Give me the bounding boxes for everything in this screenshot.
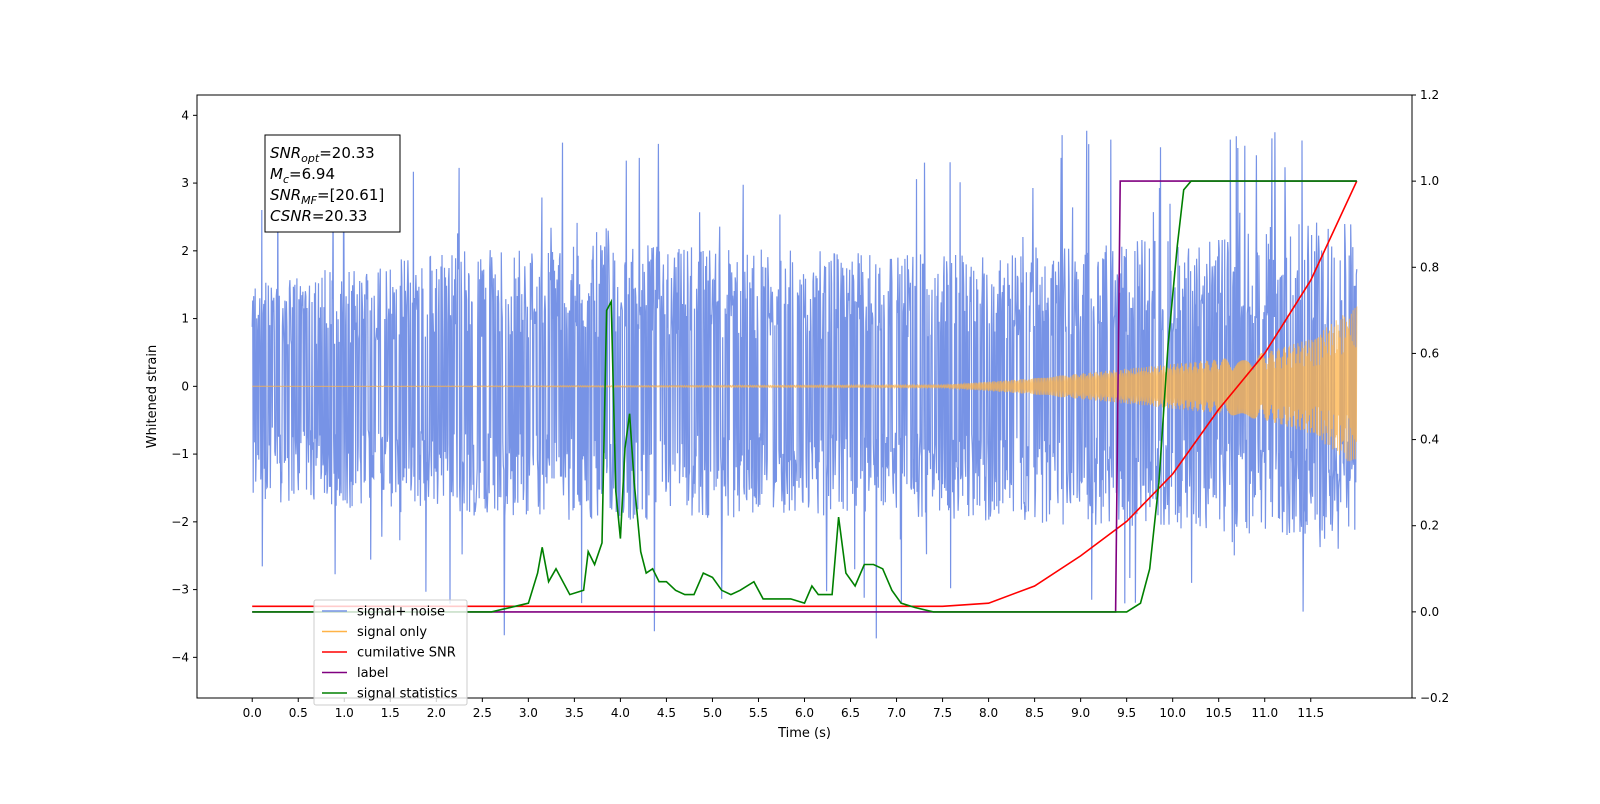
- y-axis-label: Whitened strain: [145, 345, 160, 448]
- x-tick-label: 2.5: [473, 706, 492, 720]
- legend: signal+ noise signal only cumilative SNR la…: [313, 599, 468, 706]
- annotation-mc: Mc=6.94: [270, 165, 335, 186]
- y-tick-label: 2: [181, 244, 189, 258]
- y2-tick-label: 1.0: [1420, 174, 1439, 188]
- x-tick-label: 5.5: [749, 706, 768, 720]
- csnr-value: =20.33: [312, 207, 368, 225]
- snr-mf-value: =[20.61]: [317, 186, 384, 204]
- x-tick-label: 9.5: [1117, 706, 1136, 720]
- x-tick-label: 10.5: [1205, 706, 1232, 720]
- y-tick-label: 1: [181, 312, 189, 326]
- legend-box: [313, 599, 468, 706]
- y2-tick-label: 0.2: [1420, 519, 1439, 533]
- x-tick-label: 8.5: [1025, 706, 1044, 720]
- legend-label: label: [357, 666, 388, 681]
- y2-tick-label: 0.8: [1420, 260, 1439, 274]
- x-tick-label: 7.5: [933, 706, 952, 720]
- csnr-symbol: CSNR: [270, 207, 312, 225]
- mc-symbol: M: [270, 165, 283, 183]
- legend-label: signal statistics: [357, 687, 458, 702]
- x-axis-ticks: 0.0 0.5 1.0 1.5 2.0 2.5 3.0 3.5 4.0 4.5 5.0 5.5 6.0 6…: [243, 698, 1324, 720]
- annotation-csnr: CSNR=20.33: [270, 207, 367, 225]
- mc-value: =6.94: [289, 165, 335, 183]
- annotation-box: [264, 134, 401, 233]
- y-tick-label: 0: [181, 379, 189, 393]
- annotation-snr-opt: SNRopt=20.33: [270, 144, 375, 165]
- cumulative-snr-line: [252, 180, 1358, 608]
- y2-tick-label: 1.2: [1420, 88, 1439, 102]
- y2-tick-label: 0.4: [1420, 433, 1439, 447]
- y2-tick-label: 0.0: [1420, 605, 1439, 619]
- y-tick-label: −2: [171, 515, 189, 529]
- snr-opt-value: =20.33: [319, 144, 375, 162]
- legend-item: signal only: [322, 625, 427, 640]
- right-axis-series: [252, 180, 1358, 613]
- signal-only-series: [252, 306, 1358, 462]
- x-tick-label: 7.0: [887, 706, 906, 720]
- x-tick-label: 4.0: [611, 706, 630, 720]
- signal-noise-line: [251, 130, 1358, 639]
- x-tick-label: 11.0: [1251, 706, 1278, 720]
- x-tick-label: 8.0: [979, 706, 998, 720]
- x-tick-label: 6.5: [841, 706, 860, 720]
- legend-item: signal statistics: [322, 687, 458, 702]
- snr-mf-subscript: MF: [301, 194, 317, 207]
- y2-tick-label: −0.2: [1420, 691, 1449, 705]
- legend-label: signal+ noise: [357, 605, 445, 620]
- y-axis-ticks: 4 3 2 1 0 −1 −2 −3 −4: [171, 108, 197, 664]
- mc-subscript: c: [283, 173, 289, 186]
- x-tick-label: 2.0: [427, 706, 446, 720]
- legend-item: cumilative SNR: [322, 646, 456, 661]
- x-tick-label: 1.5: [381, 706, 400, 720]
- x-tick-label: 3.5: [565, 706, 584, 720]
- y2-axis-ticks: 1.2 1.0 0.8 0.6 0.4 0.2 0.0 −0.2: [1412, 88, 1449, 705]
- signal-noise-series: [251, 130, 1358, 639]
- snr-opt-symbol: SNR: [270, 144, 301, 162]
- x-tick-label: 11.5: [1297, 706, 1324, 720]
- snr-mf-symbol: SNR: [270, 186, 301, 204]
- legend-item: label: [322, 666, 388, 681]
- signal-statistics-line: [252, 180, 1357, 613]
- x-tick-label: 9.0: [1071, 706, 1090, 720]
- metrics-annotation-box: SNRopt=20.33 Mc=6.94 SNRMF=[20.61] CSNR=…: [264, 134, 401, 233]
- x-tick-label: 1.0: [335, 706, 354, 720]
- y-tick-label: 4: [181, 108, 189, 122]
- signal-only-line: [252, 306, 1358, 462]
- x-tick-label: 6.0: [795, 706, 814, 720]
- legend-label: signal only: [357, 625, 427, 640]
- annotation-snr-mf: SNRMF=[20.61]: [270, 186, 384, 207]
- legend-item: signal+ noise: [322, 605, 445, 620]
- x-tick-label: 3.0: [519, 706, 538, 720]
- legend-label: cumilative SNR: [357, 646, 456, 661]
- y2-tick-label: 0.6: [1420, 346, 1439, 360]
- x-tick-label: 10.0: [1159, 706, 1186, 720]
- x-tick-label: 4.5: [657, 706, 676, 720]
- y-tick-label: −4: [171, 650, 189, 664]
- x-tick-label: 0.5: [289, 706, 308, 720]
- x-tick-label: 0.0: [243, 706, 262, 720]
- y-tick-label: 3: [181, 176, 189, 190]
- x-axis-label: Time (s): [777, 726, 831, 741]
- y-tick-label: −3: [171, 583, 189, 597]
- y-tick-label: −1: [171, 447, 189, 461]
- snr-opt-subscript: opt: [301, 152, 320, 165]
- x-tick-label: 5.0: [703, 706, 722, 720]
